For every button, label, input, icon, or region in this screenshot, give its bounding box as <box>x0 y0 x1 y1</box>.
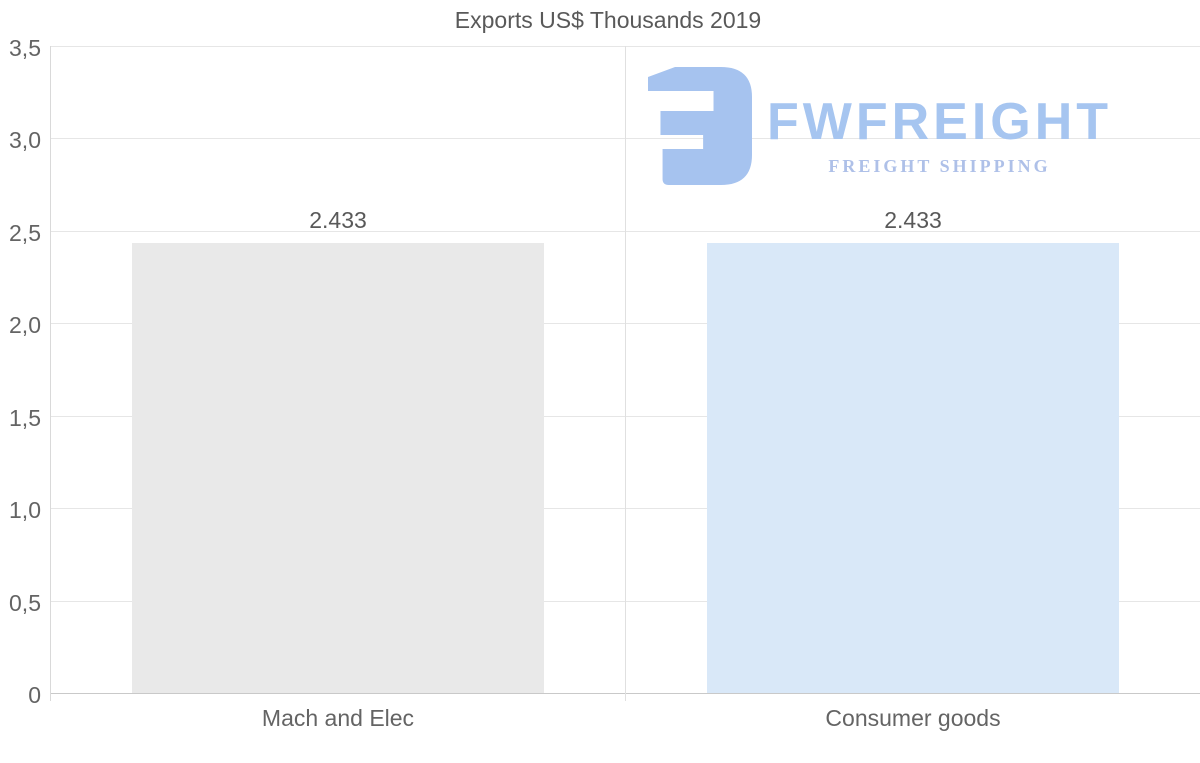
y-axis-line <box>50 46 51 701</box>
logo-tagline: FREIGHT SHIPPING <box>828 156 1051 176</box>
bar-value-label: 2.433 <box>309 207 367 233</box>
fwfreight-logo-icon <box>648 67 752 185</box>
bar-mach-and-elec <box>132 243 544 693</box>
bar-consumer-goods <box>707 243 1119 693</box>
y-tick-label: 0,5 <box>9 590 41 616</box>
bar-value-label: 2.433 <box>884 207 942 233</box>
y-tick-label: 1,0 <box>9 497 41 523</box>
y-tick-label: 2,5 <box>9 220 41 246</box>
y-tick-label: 3,0 <box>9 127 41 153</box>
chart-title: Exports US$ Thousands 2019 <box>454 7 762 33</box>
y-tick-label: 2,0 <box>9 312 41 338</box>
y-tick-label: 3,5 <box>9 35 41 61</box>
y-tick-label: 0 <box>28 682 41 708</box>
watermark-logo: FWFREIGHT FREIGHT SHIPPING <box>648 67 1112 185</box>
category-separator-line <box>625 46 626 701</box>
y-tick-label: 1,5 <box>9 405 41 431</box>
logo-text-block: FWFREIGHT FREIGHT SHIPPING <box>767 96 1112 185</box>
logo-wordmark: FWFREIGHT <box>767 93 1113 151</box>
x-category-label: Consumer goods <box>825 705 1001 731</box>
x-category-label: Mach and Elec <box>261 705 415 731</box>
